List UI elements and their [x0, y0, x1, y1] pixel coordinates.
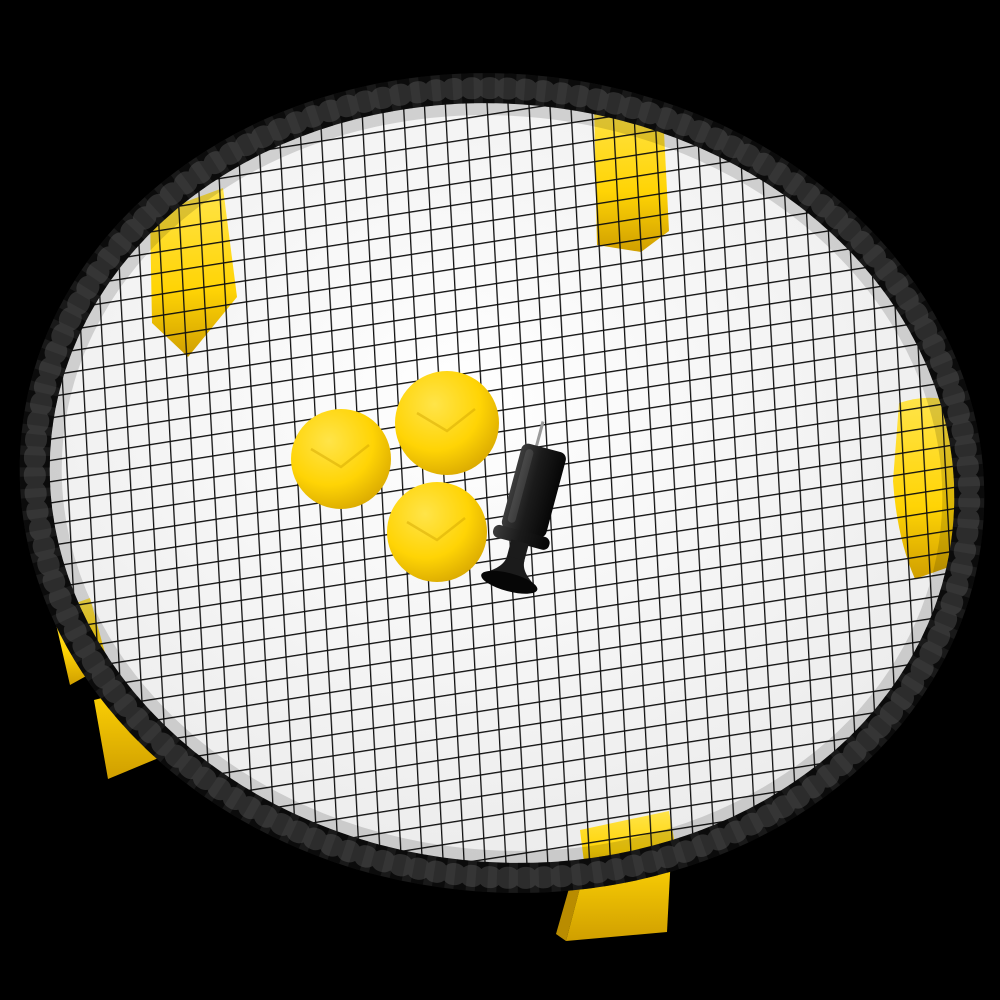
- rim-braid: [19, 73, 985, 893]
- balls: [291, 371, 499, 582]
- rim-inner-shadow: [47, 101, 957, 865]
- hand-pump: [481, 421, 566, 594]
- ball-3: [387, 482, 487, 582]
- pump-body-highlight: [507, 449, 534, 523]
- pump-stem: [506, 539, 529, 563]
- ball-3-seam: [406, 517, 466, 542]
- pump-needle: [534, 421, 545, 449]
- rim: [19, 73, 985, 893]
- ball-2: [395, 371, 499, 475]
- rim-glints: [23, 77, 981, 889]
- ball: [387, 482, 487, 582]
- ball: [395, 371, 499, 475]
- ball: [291, 409, 391, 509]
- pump-collar: [492, 524, 550, 550]
- ball-2-seam: [416, 408, 476, 433]
- ball-1: [291, 409, 391, 509]
- pump-base: [481, 570, 538, 594]
- ball-1-seam: [310, 444, 370, 469]
- pump-body: [501, 443, 566, 538]
